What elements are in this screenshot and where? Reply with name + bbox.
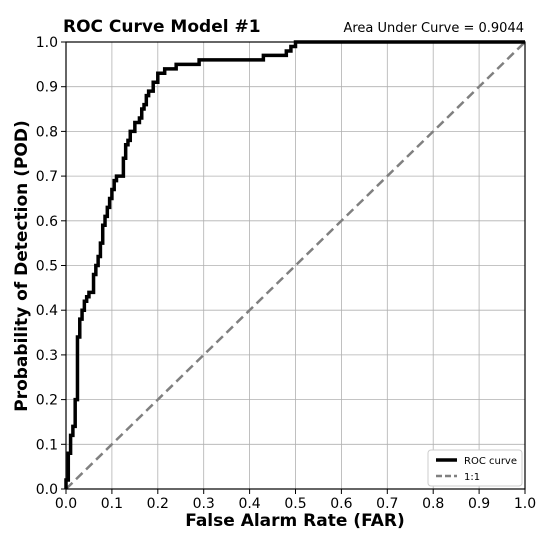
x-axis-label: False Alarm Rate (FAR) <box>185 511 405 531</box>
x-tick-label: 0.9 <box>468 496 490 512</box>
x-tick-label: 0.2 <box>147 496 169 512</box>
ticks <box>61 41 526 494</box>
y-tick-label: 1.0 <box>36 35 58 51</box>
x-tick-label: 0.7 <box>376 496 398 512</box>
tick-labels: 0.0 0.1 0.2 0.3 0.4 0.5 0.6 0.7 0.8 0.9 1.0 0.0 0.1 0… <box>36 35 536 512</box>
y-tick-label: 0.2 <box>36 393 58 409</box>
y-tick-label: 0.9 <box>36 80 58 96</box>
chart-title: ROC Curve Model #1 <box>63 17 261 37</box>
one-to-one-line <box>65 41 526 490</box>
x-tick-label: 1.0 <box>514 496 536 512</box>
y-tick-label: 0.6 <box>36 214 58 230</box>
y-tick-label: 0.8 <box>36 124 58 140</box>
y-tick-label: 0.5 <box>36 259 58 275</box>
y-tick-label: 0.4 <box>36 303 58 319</box>
x-tick-label: 0.5 <box>284 496 306 512</box>
x-tick-label: 0.0 <box>55 496 77 512</box>
x-tick-label: 0.1 <box>101 496 123 512</box>
roc-curve-line <box>64 40 525 489</box>
legend: ROC curve 1:1 <box>427 449 523 487</box>
x-tick-label: 0.4 <box>238 496 260 512</box>
x-tick-label: 0.6 <box>330 496 352 512</box>
chart-subtitle: Area Under Curve = 0.9044 <box>343 21 524 36</box>
legend-label-one-to-one: 1:1 <box>464 472 480 483</box>
x-tick-label: 0.3 <box>193 496 215 512</box>
series-layer <box>64 40 526 490</box>
y-tick-label: 0.7 <box>36 169 58 185</box>
x-tick-label: 0.8 <box>422 496 444 512</box>
y-tick-label: 0.3 <box>36 348 58 364</box>
y-tick-label: 0.0 <box>36 482 58 498</box>
y-tick-label: 0.1 <box>36 437 58 453</box>
y-axis-label: Probability of Detection (POD) <box>12 120 32 412</box>
legend-label-roc: ROC curve <box>464 456 517 467</box>
